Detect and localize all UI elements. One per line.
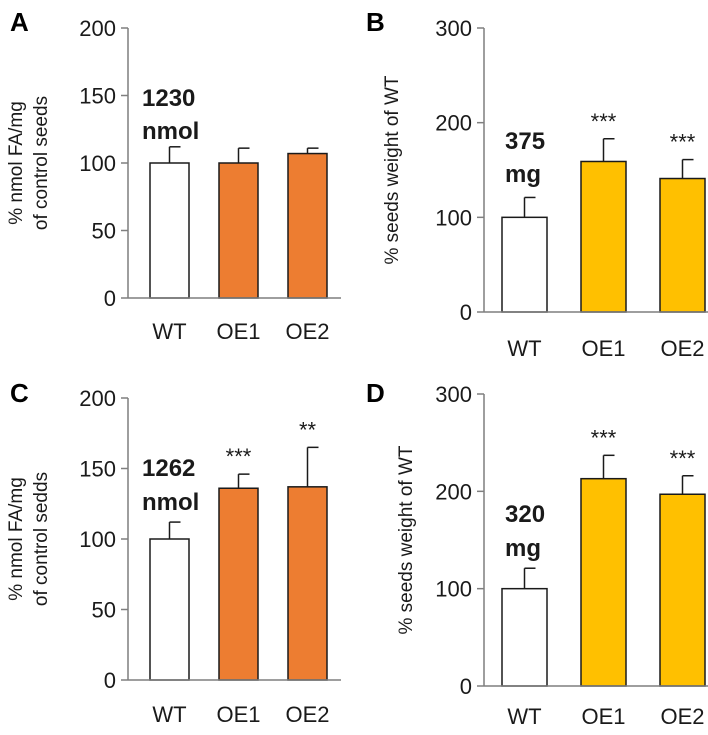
category-label-d-oe1: OE1 [581, 704, 625, 729]
panel-letter-b: B [366, 7, 385, 37]
annotation-b-line-2: mg [505, 161, 541, 188]
panel-letter-d: D [366, 378, 385, 408]
y-tick-label-c-50: 50 [92, 598, 116, 623]
category-label-c-wt: WT [152, 702, 186, 727]
y-tick-label-d-100: 100 [435, 577, 472, 602]
bar-a-oe2 [287, 152, 328, 299]
y-tick-label-d-200: 200 [435, 479, 472, 504]
bar-a-wt [149, 162, 190, 299]
category-label-b-wt: WT [507, 336, 541, 361]
annotation-b-line-1: 375 [505, 128, 545, 155]
significance-b-oe2: *** [670, 130, 696, 155]
bar-c-oe1 [218, 487, 259, 681]
category-label-a-oe2: OE2 [285, 319, 329, 344]
y-tick-label-a-100: 100 [79, 151, 116, 176]
annotation-d-line-1: 320 [505, 501, 545, 528]
bar-d-wt [501, 587, 548, 687]
annotation-c-line-2: nmol [142, 489, 199, 516]
bar-c-oe2 [287, 486, 328, 681]
chart-panel-b: B % seeds weight of WT 0 100 200 300 WT *** OE1 *… [366, 7, 708, 361]
annotation-d-line-2: mg [505, 535, 541, 562]
panel-letter-a: A [10, 7, 29, 37]
bar-b-oe2 [659, 177, 706, 313]
bar-b-oe1 [580, 160, 627, 313]
bar-d-oe1 [580, 477, 627, 687]
chart-panel-d: D % seeds weight of WT 0 100 200 300 WT *** OE1 *… [366, 378, 708, 729]
significance-d-oe1: *** [591, 425, 617, 450]
y-tick-label-c-150: 150 [79, 457, 116, 482]
category-label-c-oe1: OE1 [216, 702, 260, 727]
y-axis-label-b-line-1: % seeds weight of WT [382, 75, 403, 264]
y-tick-label-b-300: 300 [435, 16, 472, 41]
y-tick-label-d-300: 300 [435, 382, 472, 407]
y-axis-label-c-line-1: % nmol FA/mg [6, 477, 27, 601]
bar-d-oe2 [659, 493, 706, 687]
y-axis-label-a-line-1: % nmol FA/mg [6, 101, 27, 225]
y-tick-label-c-100: 100 [79, 527, 116, 552]
significance-c-oe2: ** [299, 417, 317, 442]
y-tick-label-a-200: 200 [79, 16, 116, 41]
y-tick-label-a-0: 0 [104, 286, 116, 311]
category-label-d-oe2: OE2 [660, 704, 704, 729]
y-tick-label-b-0: 0 [460, 300, 472, 325]
bar-a-oe1 [218, 162, 259, 299]
y-tick-label-c-200: 200 [79, 386, 116, 411]
category-label-d-wt: WT [507, 704, 541, 729]
category-label-a-oe1: OE1 [216, 319, 260, 344]
y-axis-label-c-line-2: of control sedds [31, 472, 52, 606]
significance-c-oe1: *** [226, 444, 252, 469]
chart-panel-a: A % nmol FA/mg of control seeds 0 50 100 150 20… [6, 7, 341, 344]
significance-d-oe2: *** [670, 446, 696, 471]
y-axis-label-a-line-2: of control seeds [31, 96, 52, 230]
category-label-b-oe2: OE2 [660, 336, 704, 361]
bar-b-wt [501, 216, 548, 313]
annotation-a-line-2: nmol [142, 118, 199, 145]
annotation-a-line-1: 1230 [142, 85, 195, 112]
y-tick-label-a-50: 50 [92, 219, 116, 244]
panel-letter-c: C [10, 378, 29, 408]
y-tick-label-d-0: 0 [460, 674, 472, 699]
significance-b-oe1: *** [591, 109, 617, 134]
category-label-b-oe1: OE1 [581, 336, 625, 361]
y-axis-label-d-line-1: % seeds weight of WT [396, 445, 417, 634]
bar-c-wt [149, 538, 190, 681]
category-label-a-wt: WT [152, 319, 186, 344]
y-tick-label-b-200: 200 [435, 111, 472, 136]
y-tick-label-a-150: 150 [79, 84, 116, 109]
annotation-c-line-1: 1262 [142, 455, 195, 482]
y-tick-label-b-100: 100 [435, 205, 472, 230]
category-label-c-oe2: OE2 [285, 702, 329, 727]
y-tick-label-c-0: 0 [104, 668, 116, 693]
chart-panel-c: C % nmol FA/mg of control sedds 0 50 100 150 20… [6, 378, 341, 727]
